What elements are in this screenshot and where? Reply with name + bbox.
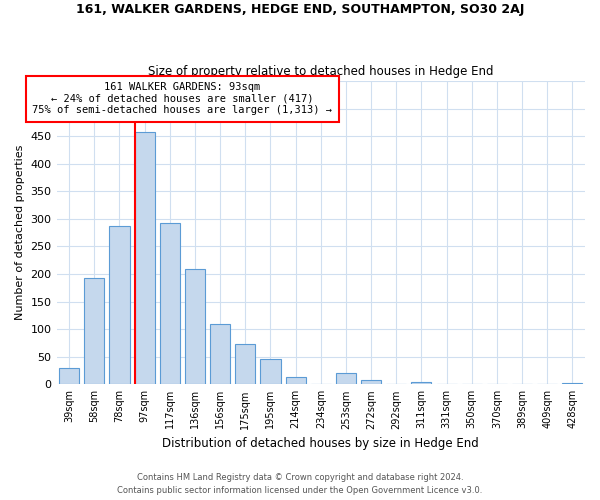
Bar bbox=[235, 344, 256, 384]
Bar bbox=[210, 324, 230, 384]
Bar bbox=[160, 224, 180, 384]
Title: Size of property relative to detached houses in Hedge End: Size of property relative to detached ho… bbox=[148, 66, 494, 78]
Y-axis label: Number of detached properties: Number of detached properties bbox=[15, 145, 25, 320]
Bar bbox=[134, 132, 155, 384]
Bar bbox=[185, 268, 205, 384]
Bar bbox=[109, 226, 130, 384]
Bar bbox=[286, 377, 305, 384]
Bar bbox=[412, 382, 431, 384]
Bar bbox=[562, 382, 583, 384]
Bar bbox=[336, 372, 356, 384]
Text: 161 WALKER GARDENS: 93sqm
← 24% of detached houses are smaller (417)
75% of semi: 161 WALKER GARDENS: 93sqm ← 24% of detac… bbox=[32, 82, 332, 116]
Bar bbox=[59, 368, 79, 384]
Text: Contains HM Land Registry data © Crown copyright and database right 2024.
Contai: Contains HM Land Registry data © Crown c… bbox=[118, 474, 482, 495]
Text: 161, WALKER GARDENS, HEDGE END, SOUTHAMPTON, SO30 2AJ: 161, WALKER GARDENS, HEDGE END, SOUTHAMP… bbox=[76, 2, 524, 16]
Bar bbox=[361, 380, 381, 384]
Bar bbox=[84, 278, 104, 384]
X-axis label: Distribution of detached houses by size in Hedge End: Distribution of detached houses by size … bbox=[163, 437, 479, 450]
Bar bbox=[260, 359, 281, 384]
